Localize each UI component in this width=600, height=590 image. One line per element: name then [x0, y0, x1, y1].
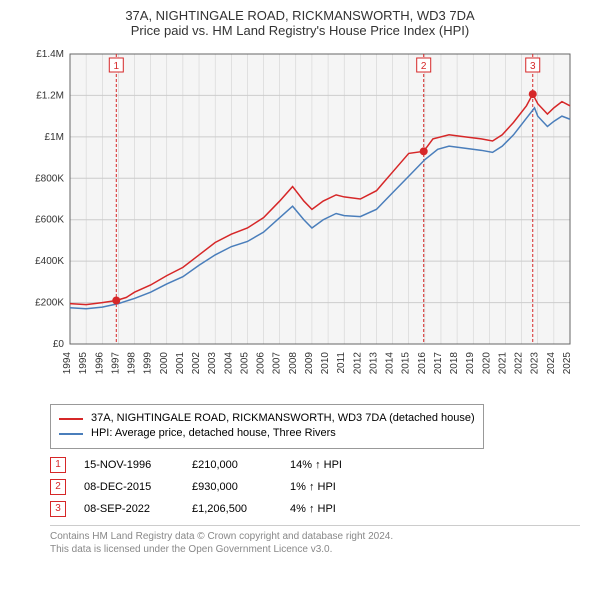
- title-sub: Price paid vs. HM Land Registry's House …: [10, 23, 590, 38]
- y-tick-label: £1.2M: [36, 90, 64, 101]
- x-tick-label: 1999: [143, 352, 154, 375]
- x-tick-label: 1995: [78, 352, 89, 375]
- event-marker-badge: 1: [50, 457, 66, 473]
- chart-svg: £0 £200K £400K £600K £800K £1M £1.2M £1.4M 1994 1…: [20, 44, 580, 394]
- x-tick-label: 2004: [223, 352, 234, 375]
- event-pct: 4% ↑ HPI: [290, 503, 380, 515]
- x-tick-label: 2013: [368, 352, 379, 375]
- event-price: £1,206,500: [192, 503, 272, 515]
- y-tick-label: £400K: [35, 256, 64, 267]
- legend-box: 37A, NIGHTINGALE ROAD, RICKMANSWORTH, WD…: [50, 404, 484, 449]
- x-tick-label: 2021: [497, 352, 508, 375]
- x-tick-label: 1996: [94, 352, 105, 375]
- footer-line-2: This data is licensed under the Open Gov…: [50, 543, 580, 556]
- title-block: 37A, NIGHTINGALE ROAD, RICKMANSWORTH, WD…: [10, 8, 590, 38]
- footer-line-1: Contains HM Land Registry data © Crown c…: [50, 530, 580, 543]
- x-tick-label: 2020: [481, 352, 492, 375]
- event-row: 3 08-SEP-2022 £1,206,500 4% ↑ HPI: [50, 501, 580, 517]
- event-dot: [529, 90, 537, 98]
- x-tick-label: 1998: [127, 352, 138, 375]
- events-table: 1 15-NOV-1996 £210,000 14% ↑ HPI 2 08-DEC-201…: [50, 457, 580, 517]
- y-tick-label: £200K: [35, 298, 64, 309]
- y-tick-label: £800K: [35, 173, 64, 184]
- x-tick-label: 2002: [191, 352, 202, 375]
- event-date: 08-DEC-2015: [84, 481, 174, 493]
- x-tick-label: 2007: [272, 352, 283, 375]
- x-tick-label: 1997: [110, 352, 121, 375]
- chart-container: 37A, NIGHTINGALE ROAD, RICKMANSWORTH, WD…: [0, 0, 600, 562]
- event-date: 08-SEP-2022: [84, 503, 174, 515]
- x-tick-label: 2022: [514, 352, 525, 375]
- x-tick-label: 2016: [417, 352, 428, 375]
- x-tick-label: 2019: [465, 352, 476, 375]
- event-row: 1 15-NOV-1996 £210,000 14% ↑ HPI: [50, 457, 580, 473]
- y-tick-label: £0: [53, 339, 65, 350]
- x-tick-label: 2006: [256, 352, 267, 375]
- event-pct: 14% ↑ HPI: [290, 459, 380, 471]
- x-tick-label: 2010: [320, 352, 331, 375]
- x-tick-label: 2011: [336, 352, 347, 374]
- x-tick-label: 2017: [433, 352, 444, 375]
- y-tick-label: £1.4M: [36, 49, 64, 60]
- y-tick-label: £600K: [35, 215, 64, 226]
- title-main: 37A, NIGHTINGALE ROAD, RICKMANSWORTH, WD…: [10, 8, 590, 23]
- x-tick-label: 1994: [62, 352, 73, 375]
- footer-attribution: Contains HM Land Registry data © Crown c…: [50, 525, 580, 556]
- x-tick-label: 2000: [159, 352, 170, 375]
- plot-bg: [70, 54, 570, 344]
- x-tick-label: 2009: [304, 352, 315, 375]
- event-price: £930,000: [192, 481, 272, 493]
- event-marker-badge: 2: [50, 479, 66, 495]
- event-price: £210,000: [192, 459, 272, 471]
- event-marker-num: 3: [530, 61, 536, 72]
- event-dot: [420, 147, 428, 155]
- legend-swatch: [59, 433, 83, 435]
- x-tick-label: 2012: [352, 352, 363, 375]
- legend-row: HPI: Average price, detached house, Thre…: [59, 426, 475, 441]
- event-row: 2 08-DEC-2015 £930,000 1% ↑ HPI: [50, 479, 580, 495]
- x-tick-label: 2015: [401, 352, 412, 375]
- event-marker-num: 1: [114, 61, 120, 72]
- legend-label: 37A, NIGHTINGALE ROAD, RICKMANSWORTH, WD…: [91, 411, 475, 426]
- legend-label: HPI: Average price, detached house, Thre…: [91, 426, 336, 441]
- event-marker-badge: 3: [50, 501, 66, 517]
- x-tick-label: 2014: [385, 352, 396, 375]
- x-tick-label: 2018: [449, 352, 460, 375]
- x-tick-label: 2025: [562, 352, 573, 375]
- event-date: 15-NOV-1996: [84, 459, 174, 471]
- x-tick-label: 2008: [288, 352, 299, 375]
- x-tick-label: 2024: [546, 352, 557, 375]
- x-tick-label: 2001: [175, 352, 186, 375]
- event-pct: 1% ↑ HPI: [290, 481, 380, 493]
- event-dot: [112, 297, 120, 305]
- event-marker-num: 2: [421, 61, 427, 72]
- x-tick-label: 2023: [530, 352, 541, 375]
- x-tick-label: 2003: [207, 352, 218, 375]
- legend-row: 37A, NIGHTINGALE ROAD, RICKMANSWORTH, WD…: [59, 411, 475, 426]
- x-tick-label: 2005: [239, 352, 250, 375]
- legend-swatch: [59, 418, 83, 420]
- chart-area: £0 £200K £400K £600K £800K £1M £1.2M £1.4M 1994 1…: [20, 44, 580, 394]
- y-tick-label: £1M: [45, 132, 64, 143]
